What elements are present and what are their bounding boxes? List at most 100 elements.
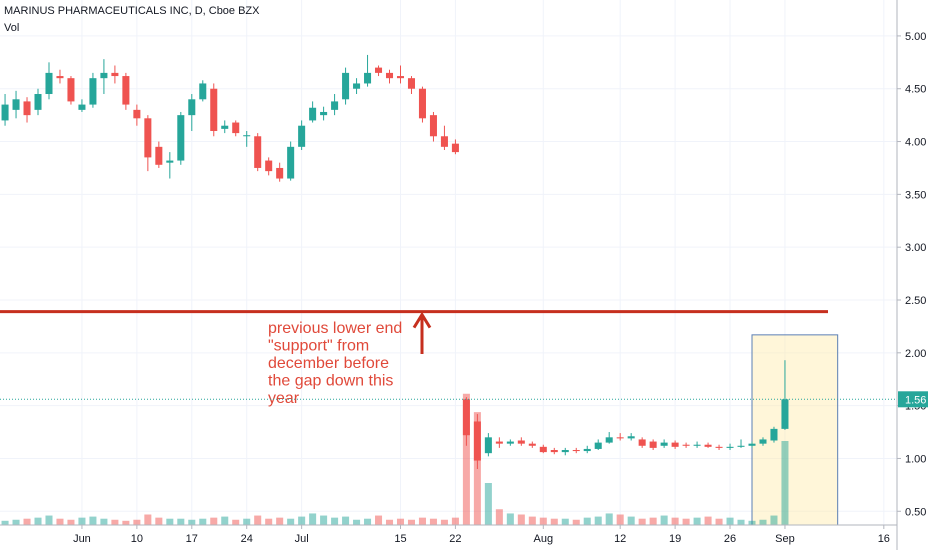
volume-bar bbox=[660, 515, 668, 525]
x-tick-label: 16 bbox=[878, 533, 890, 545]
candle-body bbox=[78, 104, 86, 110]
arrow-head bbox=[412, 311, 432, 329]
candle-body bbox=[528, 443, 536, 446]
candle-body bbox=[320, 111, 328, 116]
candle-body bbox=[111, 72, 119, 77]
candle-body bbox=[89, 78, 97, 105]
candle-body bbox=[704, 444, 712, 447]
volume-bar bbox=[715, 518, 723, 525]
candle-body bbox=[594, 442, 602, 449]
candle-body bbox=[221, 125, 229, 129]
volume-bar bbox=[627, 516, 635, 525]
x-tick-label: 22 bbox=[449, 533, 461, 545]
volume-bar bbox=[100, 518, 108, 525]
candle-body bbox=[210, 88, 218, 131]
x-tick-label: 17 bbox=[186, 533, 198, 545]
x-tick-label: 19 bbox=[669, 533, 681, 545]
volume-bar bbox=[199, 518, 207, 525]
candle-body bbox=[693, 444, 701, 446]
volume-bar bbox=[539, 517, 547, 525]
candle-body bbox=[616, 437, 624, 439]
y-tick-label: 0.50 bbox=[905, 506, 926, 518]
volume-bar bbox=[726, 517, 734, 525]
volume-bar bbox=[506, 513, 514, 525]
volume-bar bbox=[605, 513, 613, 525]
volume-bar bbox=[298, 516, 306, 525]
candle-body bbox=[682, 444, 690, 446]
x-tick-label: 12 bbox=[614, 533, 626, 545]
candle-body bbox=[155, 146, 163, 165]
candle-body bbox=[133, 109, 141, 119]
y-tick-label: 3.50 bbox=[905, 189, 926, 201]
candle-body bbox=[550, 450, 558, 453]
highlight-box bbox=[751, 334, 839, 526]
annotation-text: december before bbox=[268, 355, 389, 372]
candle-body bbox=[759, 439, 767, 444]
candle-body bbox=[199, 83, 207, 100]
volume-bar bbox=[517, 514, 525, 525]
candle-body bbox=[671, 442, 679, 447]
volume-bar bbox=[407, 519, 415, 525]
volume-bar bbox=[34, 517, 42, 525]
volume-label: Vol bbox=[4, 22, 19, 34]
volume-bar bbox=[67, 519, 75, 525]
candle-body bbox=[418, 88, 426, 119]
candle-body bbox=[287, 146, 295, 179]
volume-bar bbox=[759, 519, 767, 525]
volume-bar bbox=[682, 518, 690, 525]
volume-bar bbox=[616, 514, 624, 525]
volume-bar bbox=[56, 518, 64, 525]
candle-body bbox=[1, 104, 9, 121]
candle-body bbox=[254, 136, 262, 168]
volume-bar bbox=[287, 518, 295, 525]
volume-bar bbox=[704, 516, 712, 525]
volume-bar bbox=[594, 516, 602, 525]
volume-bar bbox=[243, 518, 251, 525]
volume-bar bbox=[781, 441, 789, 525]
volume-bar bbox=[583, 517, 591, 525]
volume-bar bbox=[111, 519, 119, 525]
candle-body bbox=[495, 441, 503, 444]
volume-bar bbox=[221, 516, 229, 525]
x-tick-label: 26 bbox=[724, 533, 736, 545]
candle-body bbox=[506, 441, 514, 444]
volume-bar bbox=[177, 518, 185, 525]
candle-body bbox=[56, 76, 64, 79]
volume-bar bbox=[451, 517, 459, 525]
volume-bar bbox=[418, 517, 426, 525]
candle-body bbox=[440, 136, 448, 147]
y-tick-label: 2.50 bbox=[905, 295, 926, 307]
y-tick-label: 5.00 bbox=[905, 31, 926, 43]
candle-body bbox=[12, 99, 20, 110]
candle-body bbox=[364, 72, 372, 84]
volume-bar bbox=[770, 515, 778, 525]
candle-body bbox=[67, 78, 75, 102]
volume-bar bbox=[210, 517, 218, 525]
candle-body bbox=[473, 421, 481, 461]
chart-title: MARINUS PHARMACEUTICALS INC, D, Cboe BZX bbox=[4, 5, 260, 17]
candle-body bbox=[572, 450, 580, 452]
candle-body bbox=[331, 101, 339, 110]
volume-bar bbox=[144, 514, 152, 525]
volume-bar bbox=[396, 518, 405, 525]
annotation-text: previous lower end bbox=[268, 320, 402, 337]
candle-body bbox=[649, 441, 657, 448]
volume-bar bbox=[276, 517, 284, 525]
volume-bar bbox=[649, 517, 657, 525]
x-tick-label: Jul bbox=[295, 533, 309, 545]
volume-bar bbox=[133, 519, 141, 525]
volume-bar bbox=[232, 519, 240, 525]
volume-bar bbox=[484, 483, 492, 525]
annotation-text: "support" from bbox=[268, 338, 369, 355]
candle-body bbox=[232, 122, 240, 134]
candle-body bbox=[605, 437, 613, 443]
volume-bar bbox=[309, 513, 317, 525]
candle-body bbox=[484, 437, 492, 454]
candle-body bbox=[462, 399, 470, 436]
candle-body bbox=[429, 115, 437, 137]
candle-body bbox=[781, 399, 789, 429]
x-tick-label: 24 bbox=[241, 533, 253, 545]
volume-bar bbox=[440, 519, 448, 525]
volume-bar bbox=[320, 515, 328, 525]
volume-bar bbox=[671, 517, 679, 525]
